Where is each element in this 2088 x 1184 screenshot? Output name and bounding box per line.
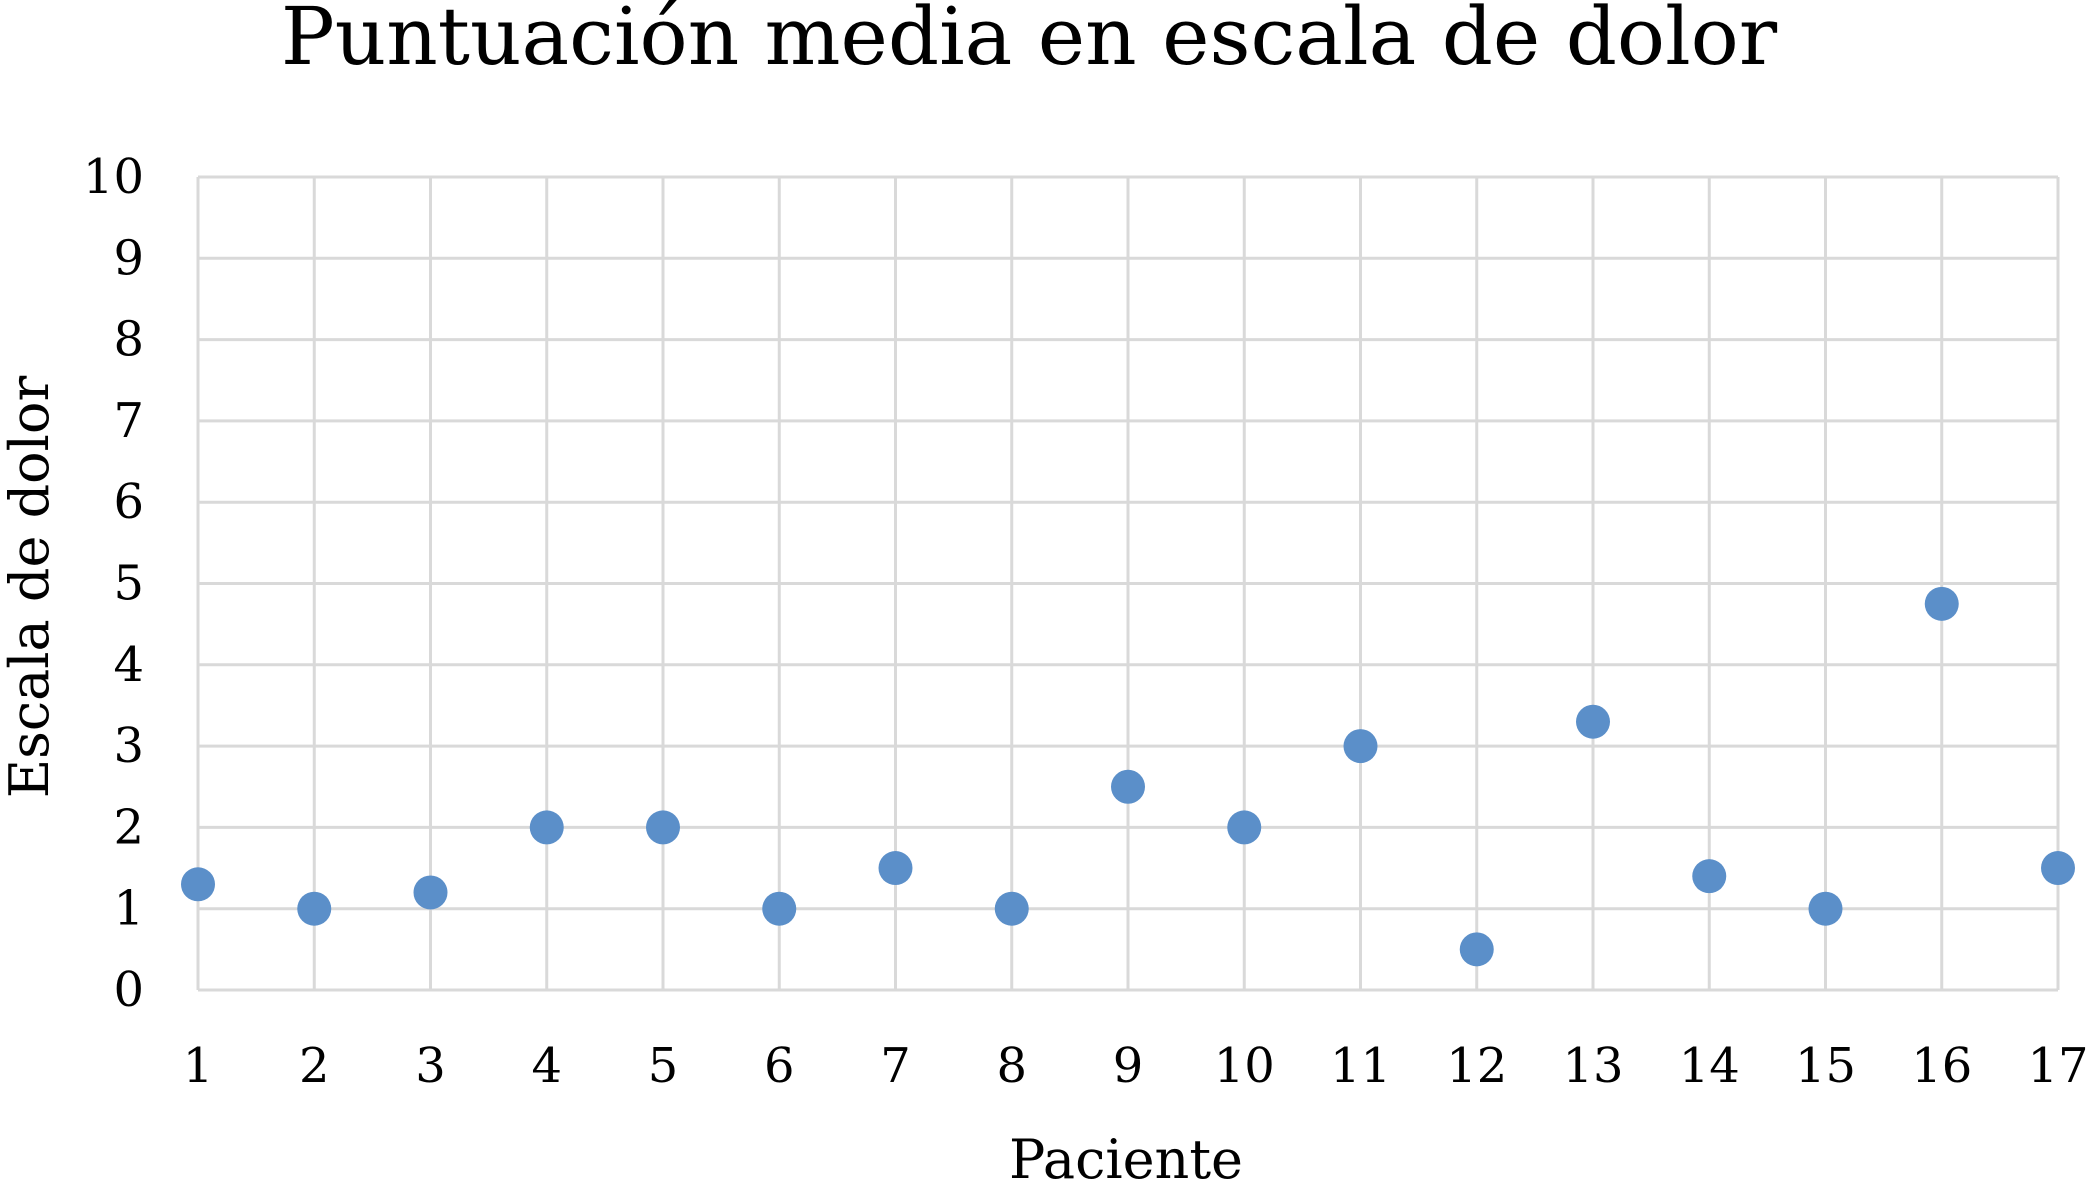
y-tick-label: 8 — [113, 312, 144, 368]
y-tick-label: 7 — [113, 393, 144, 449]
data-point — [1111, 769, 1145, 804]
x-tick-label: 4 — [531, 1038, 562, 1094]
data-point — [2041, 851, 2075, 886]
data-point — [1343, 729, 1378, 764]
x-axis-tick-labels: 1 2 3 4 5 6 7 8 9 10 11 12 13 14 15 16 17 — [183, 1038, 2088, 1094]
y-tick-label: 5 — [113, 556, 144, 612]
x-tick-label: 8 — [996, 1038, 1027, 1094]
x-tick-label: 12 — [1446, 1038, 1507, 1094]
x-tick-label: 11 — [1330, 1038, 1391, 1094]
y-tick-label: 6 — [113, 474, 144, 530]
data-point — [297, 891, 332, 926]
data-point — [762, 891, 797, 926]
y-tick-label: 1 — [113, 881, 144, 937]
y-tick-label: 0 — [113, 962, 144, 1018]
x-tick-label: 6 — [764, 1038, 795, 1094]
chart-title: Puntuación media en escala de dolor — [281, 0, 1778, 83]
x-tick-label: 9 — [1113, 1038, 1144, 1094]
data-point — [1227, 810, 1262, 845]
data-point — [529, 810, 564, 845]
x-tick-label: 1 — [183, 1038, 214, 1094]
x-axis-label: Paciente — [1009, 1128, 1243, 1184]
x-tick-label: 7 — [880, 1038, 911, 1094]
data-point — [181, 867, 215, 902]
y-tick-label: 2 — [113, 799, 144, 855]
data-point — [1576, 704, 1610, 739]
x-tick-label: 3 — [415, 1038, 446, 1094]
x-tick-label: 17 — [2027, 1038, 2088, 1094]
data-point — [878, 851, 913, 886]
y-tick-label: 3 — [113, 718, 144, 774]
y-tick-label: 4 — [113, 637, 144, 693]
x-tick-label: 2 — [299, 1038, 330, 1094]
x-tick-label: 16 — [1911, 1038, 1972, 1094]
data-point — [646, 810, 680, 845]
x-tick-label: 13 — [1562, 1038, 1623, 1094]
data-point — [1808, 891, 1843, 926]
data-point — [1459, 932, 1494, 967]
x-tick-label: 5 — [648, 1038, 679, 1094]
data-point — [994, 891, 1029, 926]
x-tick-label: 14 — [1679, 1038, 1740, 1094]
y-axis-label: Escala de dolor — [0, 376, 61, 799]
x-tick-label: 15 — [1795, 1038, 1856, 1094]
y-tick-label: 9 — [113, 230, 144, 286]
gridlines — [196, 175, 2060, 992]
x-tick-label: 10 — [1214, 1038, 1275, 1094]
data-point — [1924, 586, 1959, 621]
data-points — [181, 586, 2075, 967]
y-tick-label: 10 — [83, 149, 144, 205]
data-point — [1692, 859, 1727, 894]
y-axis-tick-labels: 0 1 2 3 4 5 6 7 8 9 10 — [83, 149, 144, 1018]
data-point — [413, 875, 448, 910]
